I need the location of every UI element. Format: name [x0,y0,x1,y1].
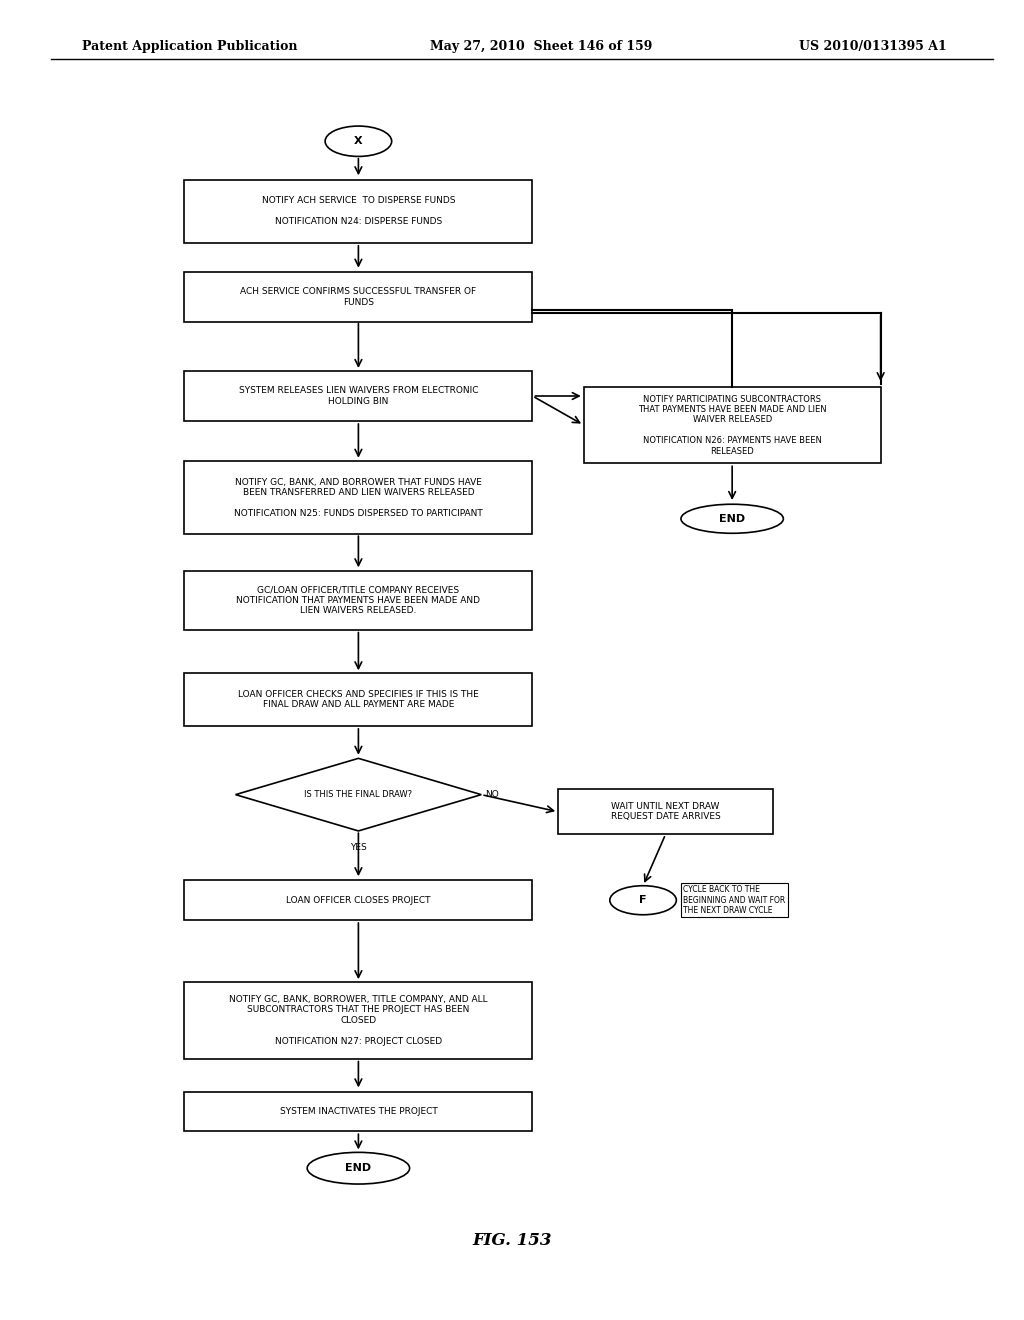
Ellipse shape [681,504,783,533]
Text: IS THIS THE FINAL DRAW?: IS THIS THE FINAL DRAW? [304,791,413,799]
Text: NOTIFY GC, BANK, BORROWER, TITLE COMPANY, AND ALL
SUBCONTRACTORS THAT THE PROJEC: NOTIFY GC, BANK, BORROWER, TITLE COMPANY… [229,995,487,1045]
Text: NO: NO [484,791,499,799]
Text: May 27, 2010  Sheet 146 of 159: May 27, 2010 Sheet 146 of 159 [430,40,652,53]
FancyBboxPatch shape [184,880,532,920]
FancyBboxPatch shape [184,180,532,243]
FancyBboxPatch shape [184,673,532,726]
Text: NOTIFY ACH SERVICE  TO DISPERSE FUNDS

NOTIFICATION N24: DISPERSE FUNDS: NOTIFY ACH SERVICE TO DISPERSE FUNDS NOT… [262,197,455,226]
Text: ACH SERVICE CONFIRMS SUCCESSFUL TRANSFER OF
FUNDS: ACH SERVICE CONFIRMS SUCCESSFUL TRANSFER… [241,288,476,306]
FancyBboxPatch shape [184,371,532,421]
Text: LOAN OFFICER CHECKS AND SPECIFIES IF THIS IS THE
FINAL DRAW AND ALL PAYMENT ARE : LOAN OFFICER CHECKS AND SPECIFIES IF THI… [238,690,479,709]
Text: US 2010/0131395 A1: US 2010/0131395 A1 [799,40,946,53]
FancyBboxPatch shape [558,789,773,834]
FancyBboxPatch shape [184,570,532,630]
FancyBboxPatch shape [184,272,532,322]
Ellipse shape [326,125,391,157]
Text: Patent Application Publication: Patent Application Publication [82,40,297,53]
FancyBboxPatch shape [584,387,881,463]
Text: NOTIFY PARTICIPATING SUBCONTRACTORS
THAT PAYMENTS HAVE BEEN MADE AND LIEN
WAIVER: NOTIFY PARTICIPATING SUBCONTRACTORS THAT… [638,395,826,455]
FancyBboxPatch shape [184,1092,532,1131]
Text: END: END [345,1163,372,1173]
Text: END: END [719,513,745,524]
Text: YES: YES [350,843,367,851]
Ellipse shape [609,886,676,915]
Text: GC/LOAN OFFICER/TITLE COMPANY RECEIVES
NOTIFICATION THAT PAYMENTS HAVE BEEN MADE: GC/LOAN OFFICER/TITLE COMPANY RECEIVES N… [237,586,480,615]
Text: WAIT UNTIL NEXT DRAW
REQUEST DATE ARRIVES: WAIT UNTIL NEXT DRAW REQUEST DATE ARRIVE… [610,803,721,821]
Text: F: F [639,895,647,906]
Text: CYCLE BACK TO THE
BEGINNING AND WAIT FOR
THE NEXT DRAW CYCLE: CYCLE BACK TO THE BEGINNING AND WAIT FOR… [683,886,785,915]
Text: SYSTEM RELEASES LIEN WAIVERS FROM ELECTRONIC
HOLDING BIN: SYSTEM RELEASES LIEN WAIVERS FROM ELECTR… [239,387,478,405]
Text: FIG. 153: FIG. 153 [472,1233,552,1249]
Text: SYSTEM INACTIVATES THE PROJECT: SYSTEM INACTIVATES THE PROJECT [280,1107,437,1115]
FancyBboxPatch shape [184,461,532,533]
Text: X: X [354,136,362,147]
Polygon shape [236,758,481,832]
Ellipse shape [307,1152,410,1184]
Text: NOTIFY GC, BANK, AND BORROWER THAT FUNDS HAVE
BEEN TRANSFERRED AND LIEN WAIVERS : NOTIFY GC, BANK, AND BORROWER THAT FUNDS… [234,478,482,517]
Text: LOAN OFFICER CLOSES PROJECT: LOAN OFFICER CLOSES PROJECT [286,896,431,904]
FancyBboxPatch shape [184,982,532,1059]
